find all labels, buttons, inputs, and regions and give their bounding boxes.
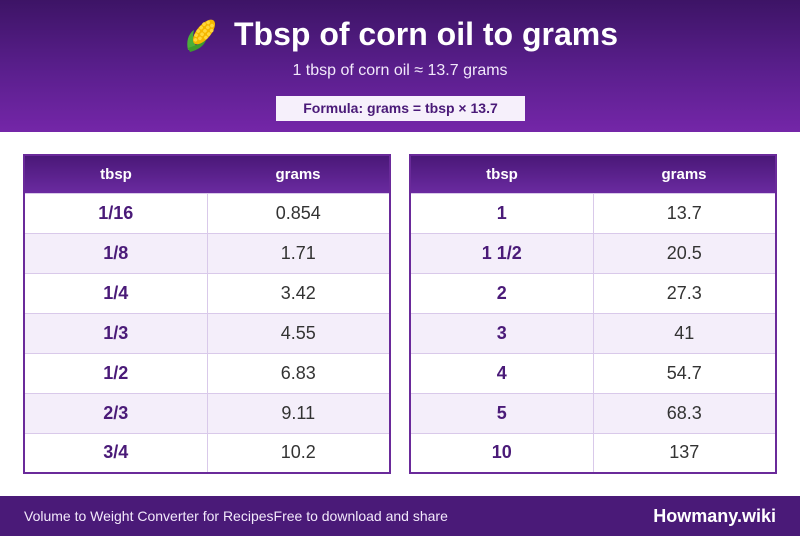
page-title-row: Tbsp of corn oil to grams [0,12,800,56]
footer-brand[interactable]: Howmany.wiki [653,506,776,526]
grams-cell: 68.3 [593,392,776,433]
footer-tagline: Volume to Weight Converter for RecipesFr… [24,508,448,524]
tbsp-cell: 1 [410,192,594,233]
column-header-grams: grams [593,155,776,193]
table-row: 2/3 9.11 [24,392,390,433]
table-row: 1/4 3.42 [24,272,390,313]
table-row: 10 137 [410,432,776,473]
table-row: 4 54.7 [410,352,776,393]
table-row: 1 13.7 [410,192,776,233]
tbsp-cell: 10 [410,432,594,473]
grams-cell: 20.5 [593,232,776,273]
tbsp-cell: 1/2 [24,352,208,393]
page-subtitle: 1 tbsp of corn oil ≈ 13.7 grams [292,62,508,79]
tbsp-cell: 1 1/2 [410,232,594,273]
grams-cell: 54.7 [593,352,776,393]
grams-cell: 10.2 [207,432,390,473]
conversion-table-right: tbsp grams 1 13.7 1 1/2 20.5 2 27.3 3 41… [409,154,777,474]
tbsp-cell: 1/16 [24,192,208,233]
tbsp-cell: 3 [410,312,594,353]
grams-cell: 3.42 [207,272,390,313]
grams-cell: 6.83 [207,352,390,393]
tbsp-cell: 2/3 [24,392,208,433]
table-row: 1/8 1.71 [24,232,390,273]
table-row: 2 27.3 [410,272,776,313]
grams-cell: 0.854 [207,192,390,233]
table-row: 3 41 [410,312,776,353]
grams-cell: 4.55 [207,312,390,353]
page-title: Tbsp of corn oil to grams [233,16,618,52]
tbsp-cell: 5 [410,392,594,433]
grams-cell: 41 [593,312,776,353]
tbsp-cell: 3/4 [24,432,208,473]
grams-cell: 1.71 [207,232,390,273]
table-row: 1/16 0.854 [24,192,390,233]
table-row: 1/3 4.55 [24,312,390,353]
tbsp-cell: 2 [410,272,594,313]
column-header-grams: grams [207,155,390,193]
column-header-tbsp: tbsp [410,155,593,193]
table-header-row: tbsp grams [24,155,390,193]
tbsp-cell: 1/8 [24,232,208,273]
conversion-table-left: tbsp grams 1/16 0.854 1/8 1.71 1/4 3.42 … [23,154,391,474]
table-row: 3/4 10.2 [24,432,390,473]
table-header-row: tbsp grams [410,155,776,193]
table-row: 5 68.3 [410,392,776,433]
tbsp-cell: 1/3 [24,312,208,353]
header-banner: Tbsp of corn oil to grams 1 tbsp of corn… [0,0,800,132]
table-row: 1/2 6.83 [24,352,390,393]
corn-icon [187,19,216,52]
table-row: 1 1/2 20.5 [410,232,776,273]
column-header-tbsp: tbsp [24,155,207,193]
footer-bar: Volume to Weight Converter for RecipesFr… [0,496,800,536]
tbsp-cell: 4 [410,352,594,393]
grams-cell: 137 [593,432,776,473]
formula-badge: Formula: grams = tbsp × 13.7 [276,96,525,121]
tbsp-cell: 1/4 [24,272,208,313]
grams-cell: 27.3 [593,272,776,313]
grams-cell: 9.11 [207,392,390,433]
grams-cell: 13.7 [593,192,776,233]
